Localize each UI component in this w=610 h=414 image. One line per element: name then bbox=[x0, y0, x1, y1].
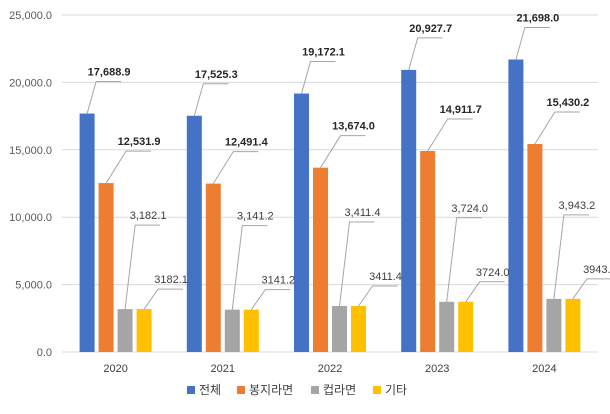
data-label: 14,911.7 bbox=[440, 104, 482, 116]
label-leader bbox=[408, 37, 443, 71]
legend-label: 기타 bbox=[385, 383, 407, 397]
bar-컵라면-2024 bbox=[546, 298, 562, 352]
bar-컵라면-2021 bbox=[224, 309, 240, 352]
label-leader bbox=[427, 118, 473, 152]
data-label: 12,491.4 bbox=[225, 137, 269, 149]
data-label: 3,182.1 bbox=[130, 210, 167, 222]
bar-컵라면-2020 bbox=[117, 309, 133, 352]
data-label: 19,172.1 bbox=[302, 47, 345, 59]
y-tick-label: 15,000.0 bbox=[9, 145, 52, 157]
legend-swatch bbox=[373, 386, 381, 394]
x-tick-label: 2021 bbox=[211, 363, 235, 375]
data-label: 15,430.2 bbox=[546, 97, 589, 109]
bar-봉지라면-2020 bbox=[98, 183, 114, 352]
label-leader bbox=[320, 135, 366, 168]
label-leader bbox=[572, 278, 610, 300]
label-leader bbox=[465, 281, 505, 303]
data-label: 12,531.9 bbox=[118, 136, 161, 148]
bar-전체-2020 bbox=[79, 113, 95, 353]
y-axis: 0.0 5,000.0 10,000.0 15,000.0 20,000.0 25,000… bbox=[9, 10, 52, 359]
bar-기타-2022 bbox=[351, 306, 366, 352]
label-leader bbox=[534, 111, 580, 145]
legend-swatch bbox=[311, 386, 319, 394]
data-labels: 17,688.9 12,531.9 3,182.1 3182.1 17,525.3 12,… bbox=[88, 13, 610, 287]
data-label: 20,927.7 bbox=[409, 23, 452, 35]
label-leader bbox=[515, 27, 550, 60]
label-leader bbox=[212, 151, 259, 184]
bar-전체-2022 bbox=[294, 93, 309, 352]
x-tick-label: 2024 bbox=[532, 363, 556, 375]
label-leader bbox=[124, 224, 161, 310]
bar-컵라면-2022 bbox=[332, 306, 347, 352]
data-label: 21,698.0 bbox=[516, 13, 559, 25]
data-label: 3411.4 bbox=[369, 271, 402, 283]
label-leader bbox=[105, 150, 152, 184]
label-leader bbox=[553, 214, 589, 299]
y-tick-label: 25,000.0 bbox=[9, 10, 52, 22]
bar-기타-2021 bbox=[243, 309, 259, 352]
label-leader bbox=[358, 285, 398, 307]
data-label: 13,674.0 bbox=[332, 121, 375, 133]
label-leader bbox=[86, 81, 122, 114]
bar-컵라면-2023 bbox=[439, 301, 455, 352]
label-leader bbox=[339, 221, 375, 307]
y-tick-label: 20,000.0 bbox=[9, 77, 52, 89]
data-label: 17,525.3 bbox=[195, 69, 238, 81]
label-leader bbox=[250, 289, 291, 310]
bar-기타-2023 bbox=[458, 301, 474, 352]
data-label: 3724.0 bbox=[476, 267, 510, 279]
legend-swatch bbox=[187, 386, 195, 394]
bar-봉지라면-2021 bbox=[205, 183, 221, 352]
legend-swatch bbox=[237, 386, 245, 394]
data-label: 3,411.4 bbox=[345, 207, 381, 219]
legend-label: 봉지라면 bbox=[249, 383, 293, 397]
data-label: 3141.2 bbox=[261, 275, 295, 287]
label-leader bbox=[301, 61, 336, 94]
legend-label: 컵라면 bbox=[323, 383, 356, 397]
label-leader bbox=[143, 288, 184, 310]
legend: 전체 봉지라면 컵라면 기타 bbox=[187, 383, 407, 397]
bar-기타-2024 bbox=[565, 298, 581, 352]
data-label: 3,141.2 bbox=[237, 211, 274, 223]
label-leader bbox=[446, 217, 482, 302]
label-leaders bbox=[86, 27, 610, 310]
x-tick-label: 2023 bbox=[425, 363, 449, 375]
y-tick-label: 5,000.0 bbox=[15, 280, 52, 292]
legend-item-전체: 전체 bbox=[187, 383, 221, 397]
data-label: 17,688.9 bbox=[88, 67, 131, 79]
data-label: 3,943.2 bbox=[559, 200, 596, 212]
bar-봉지라면-2024 bbox=[527, 144, 543, 352]
data-label: 3182.1 bbox=[154, 274, 188, 286]
bar-봉지라면-2023 bbox=[420, 150, 436, 352]
x-tick-label: 2020 bbox=[103, 363, 127, 375]
bar-봉지라면-2022 bbox=[313, 167, 328, 352]
data-label: 3943.2 bbox=[583, 264, 610, 276]
bar-전체-2021 bbox=[186, 115, 202, 352]
bar-전체-2023 bbox=[401, 69, 417, 353]
label-leader bbox=[193, 83, 229, 116]
bar-기타-2020 bbox=[136, 309, 152, 352]
x-tick-label: 2022 bbox=[318, 363, 342, 375]
label-leader bbox=[231, 225, 268, 310]
y-tick-label: 0.0 bbox=[37, 347, 52, 359]
x-axis: 2020 2021 2022 2023 2024 bbox=[103, 363, 556, 375]
bars bbox=[79, 59, 581, 353]
legend-item-봉지라면: 봉지라면 bbox=[237, 383, 293, 397]
legend-item-기타: 기타 bbox=[373, 383, 407, 397]
y-tick-label: 10,000.0 bbox=[9, 212, 52, 224]
bar-전체-2024 bbox=[508, 59, 524, 353]
data-label: 3,724.0 bbox=[451, 203, 488, 215]
legend-item-컵라면: 컵라면 bbox=[311, 383, 356, 397]
legend-label: 전체 bbox=[199, 383, 221, 397]
